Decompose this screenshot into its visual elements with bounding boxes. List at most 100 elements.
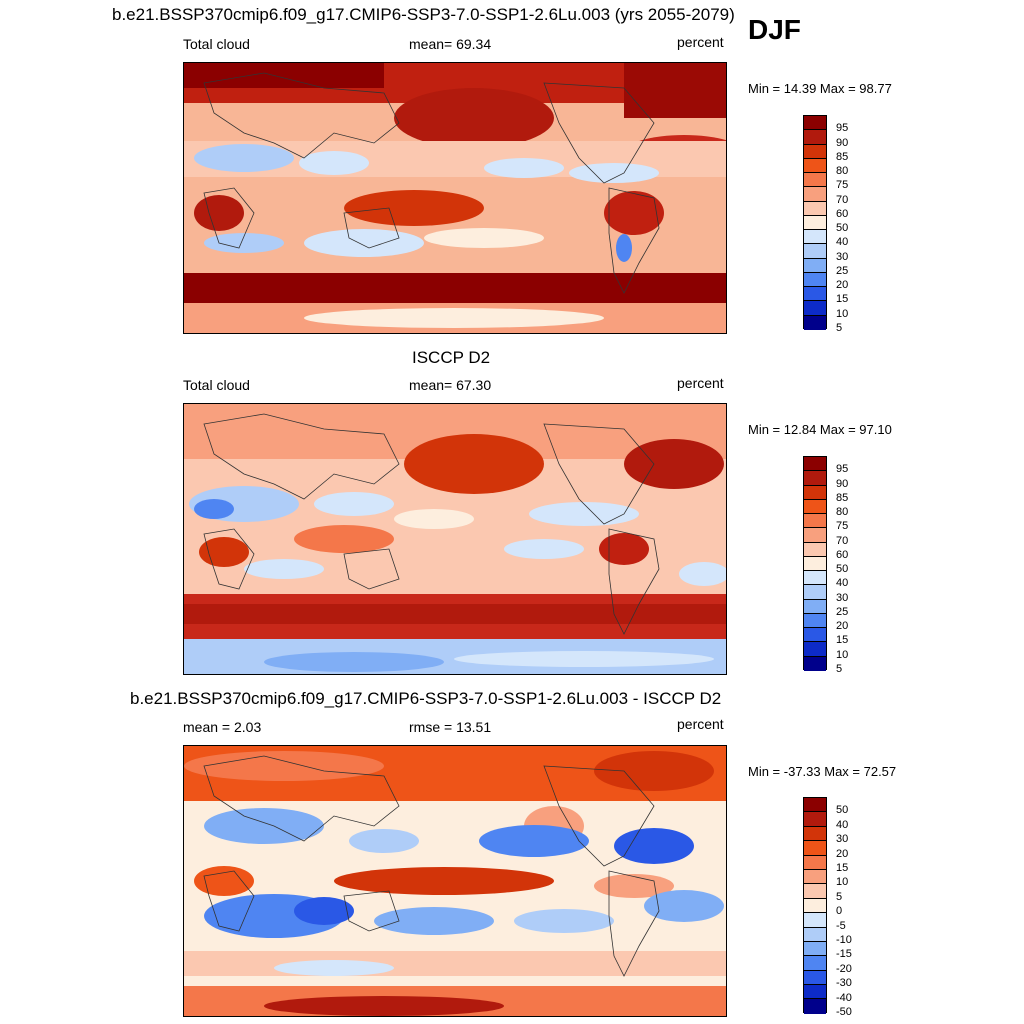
colorbar-tick-label: 85 [836, 150, 849, 163]
colorbar-swatch [804, 798, 826, 813]
colorbar-tick-label: 50 [836, 222, 849, 235]
colorbar-tick-label: -10 [836, 934, 852, 946]
colorbar-tick-label: 25 [836, 264, 849, 277]
colorbar-tick-label: 60 [836, 548, 849, 561]
colorbar-tick-label: -40 [836, 991, 852, 1004]
panel3-colorbar [803, 797, 827, 1014]
panel1-map [183, 62, 727, 334]
colorbar-tick-label: 15 [836, 293, 849, 306]
panel3-title: b.e21.BSSP370cmip6.f09_g17.CMIP6-SSP3-7.… [130, 689, 722, 708]
colorbar-tick-label: 95 [836, 463, 849, 476]
colorbar-swatch [804, 499, 826, 515]
panel1-colorbar [803, 115, 827, 330]
colorbar-tick-label: 10 [836, 307, 849, 320]
colorbar-swatch [804, 542, 826, 557]
colorbar-tick-label: 70 [836, 534, 849, 547]
panel2-colorbar [803, 456, 827, 671]
colorbar-swatch [804, 613, 826, 629]
colorbar-swatch [804, 841, 826, 856]
colorbar-tick-label: 30 [836, 833, 849, 846]
colorbar-tick-label: 5 [836, 663, 843, 675]
colorbar-swatch [804, 244, 826, 259]
colorbar-swatch [804, 826, 826, 842]
colorbar-tick-label: -5 [836, 919, 846, 932]
colorbar-tick-label: -50 [836, 1006, 852, 1018]
colorbar-swatch [804, 599, 826, 614]
colorbar-swatch [804, 144, 826, 159]
panel2-right-label: percent [677, 375, 724, 391]
colorbar-tick-label: 50 [836, 563, 849, 576]
colorbar-tick-label: 40 [836, 818, 849, 831]
colorbar-tick-label: 15 [836, 634, 849, 647]
colorbar-swatch [804, 215, 826, 231]
colorbar-tick-label: 20 [836, 847, 849, 860]
colorbar-swatch [804, 956, 826, 971]
colorbar-swatch [804, 173, 826, 188]
colorbar-tick-label: 20 [836, 279, 849, 292]
colorbar-swatch [804, 528, 826, 543]
colorbar-swatch [804, 485, 826, 500]
colorbar-swatch [804, 985, 826, 1000]
colorbar-swatch [804, 514, 826, 529]
panel2-map [183, 403, 727, 675]
colorbar-swatch [804, 869, 826, 885]
colorbar-swatch [804, 130, 826, 145]
colorbar-tick-label: 40 [836, 236, 849, 249]
colorbar-tick-label: 5 [836, 890, 843, 903]
colorbar-tick-label: 15 [836, 862, 849, 874]
panel2-left-label: Total cloud [183, 377, 250, 393]
panel2-minmax: Min = 12.84 Max = 97.10 [748, 422, 892, 437]
panel3-left-label: mean = 2.03 [183, 719, 262, 735]
colorbar-tick-label: 10 [836, 648, 849, 661]
colorbar-swatch [804, 913, 826, 928]
panel1-minmax: Min = 14.39 Max = 98.77 [748, 81, 892, 96]
colorbar-tick-label: 85 [836, 491, 849, 504]
colorbar-swatch [804, 471, 826, 486]
colorbar-swatch [804, 230, 826, 245]
colorbar-tick-label: 90 [836, 477, 849, 490]
colorbar-swatch [804, 585, 826, 600]
colorbar-swatch [804, 927, 826, 942]
colorbar-swatch [804, 941, 826, 957]
colorbar-swatch [804, 315, 826, 330]
colorbar-swatch [804, 898, 826, 914]
season-label: DJF [748, 14, 801, 45]
colorbar-swatch [804, 855, 826, 870]
colorbar-swatch [804, 556, 826, 572]
colorbar-swatch [804, 201, 826, 216]
colorbar-swatch [804, 656, 826, 671]
colorbar-swatch [804, 457, 826, 472]
colorbar-swatch [804, 999, 826, 1014]
colorbar-tick-label: 25 [836, 605, 849, 618]
colorbar-swatch [804, 272, 826, 288]
panel3-right-label: percent [677, 716, 724, 732]
colorbar-swatch [804, 258, 826, 273]
colorbar-tick-label: 80 [836, 165, 849, 178]
colorbar-swatch [804, 812, 826, 827]
colorbar-tick-label: 30 [836, 250, 849, 263]
colorbar-swatch [804, 884, 826, 899]
colorbar-tick-label: 30 [836, 591, 849, 604]
panel3-map [183, 745, 727, 1017]
colorbar-tick-label: -15 [836, 948, 852, 961]
colorbar-swatch [804, 970, 826, 986]
panel1-right-label: percent [677, 34, 724, 50]
colorbar-swatch [804, 158, 826, 174]
colorbar-tick-label: 75 [836, 179, 849, 192]
colorbar-tick-label: 5 [836, 322, 843, 334]
colorbar-swatch [804, 116, 826, 131]
colorbar-swatch [804, 301, 826, 316]
colorbar-tick-label: 50 [836, 804, 849, 817]
colorbar-swatch [804, 628, 826, 643]
colorbar-tick-label: 70 [836, 193, 849, 206]
colorbar-tick-label: -20 [836, 962, 852, 975]
colorbar-swatch [804, 187, 826, 202]
panel1-center-label: mean= 69.34 [409, 36, 492, 52]
colorbar-tick-label: 10 [836, 876, 849, 889]
panel2-center-label: mean= 67.30 [409, 377, 492, 393]
panel1-title: b.e21.BSSP370cmip6.f09_g17.CMIP6-SSP3-7.… [112, 5, 735, 24]
colorbar-tick-label: 75 [836, 520, 849, 533]
colorbar-tick-label: 95 [836, 122, 849, 135]
colorbar-tick-label: 40 [836, 577, 849, 590]
panel3-minmax: Min = -37.33 Max = 72.57 [748, 764, 897, 779]
